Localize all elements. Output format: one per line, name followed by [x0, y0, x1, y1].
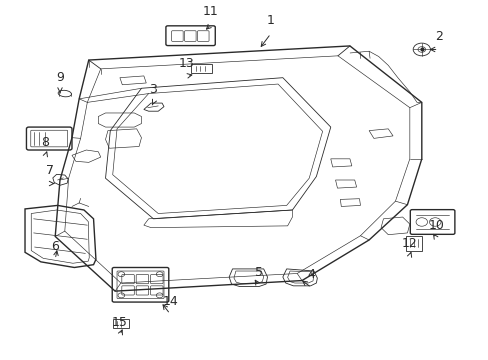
Text: 13: 13	[179, 57, 195, 69]
Text: 3: 3	[149, 83, 157, 96]
Text: 12: 12	[401, 237, 417, 249]
Text: 10: 10	[427, 219, 443, 232]
Text: 15: 15	[112, 316, 127, 329]
Text: 11: 11	[203, 5, 219, 18]
Text: 14: 14	[162, 295, 178, 308]
Text: 5: 5	[254, 266, 263, 279]
Text: 4: 4	[307, 268, 315, 281]
Text: 6: 6	[51, 240, 59, 253]
Text: 1: 1	[266, 14, 274, 27]
Text: 8: 8	[41, 136, 49, 149]
Text: 2: 2	[434, 30, 442, 43]
Text: 9: 9	[56, 71, 64, 84]
Text: 7: 7	[46, 164, 54, 177]
